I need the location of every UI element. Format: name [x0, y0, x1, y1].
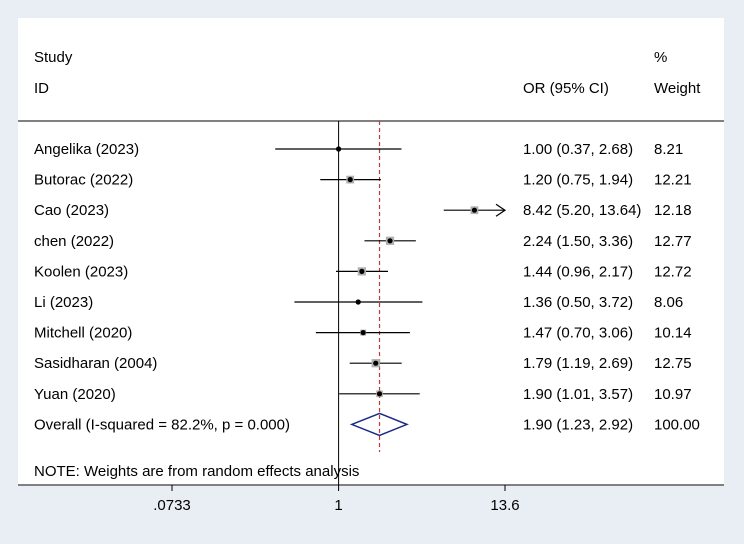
study-label: Butorac (2022) — [34, 172, 133, 189]
study-label: Sasidharan (2004) — [34, 355, 157, 372]
point-estimate — [373, 360, 379, 366]
weight-label: 8.06 — [654, 294, 683, 311]
point-estimate — [471, 207, 478, 213]
ci-arrow — [495, 203, 507, 217]
point-estimate — [387, 238, 393, 244]
x-tick-label: .0733 — [153, 497, 191, 514]
x-tick-label: 13.6 — [490, 497, 519, 514]
study-label: Angelika (2023) — [34, 141, 139, 158]
point-estimate — [359, 268, 365, 274]
study-label: Cao (2023) — [34, 202, 109, 219]
weight-label: 12.72 — [654, 263, 692, 280]
overall-or-ci-label: 1.90 (1.23, 2.92) — [523, 416, 633, 433]
point-estimate — [335, 146, 342, 152]
weight-label: 10.97 — [654, 386, 692, 403]
study-label: Li (2023) — [34, 294, 93, 311]
weight-label: 12.77 — [654, 233, 692, 250]
header-id: ID — [34, 80, 49, 97]
study-label: Yuan (2020) — [34, 386, 116, 403]
or-ci-label: 1.20 (0.75, 1.94) — [523, 172, 633, 189]
weight-label: 12.21 — [654, 172, 692, 189]
or-ci-label: 1.90 (1.01, 3.57) — [523, 386, 633, 403]
study-label: Koolen (2023) — [34, 263, 128, 280]
header-or: OR (95% CI) — [523, 80, 609, 97]
header-weight-pct: % — [654, 49, 667, 66]
point-estimate — [360, 330, 366, 336]
or-ci-label: 1.47 (0.70, 3.06) — [523, 325, 633, 342]
x-tick-label: 1 — [334, 497, 342, 514]
or-ci-label: 1.00 (0.37, 2.68) — [523, 141, 633, 158]
overall-label: Overall (I-squared = 82.2%, p = 0.000) — [34, 416, 290, 433]
point-estimate — [347, 177, 353, 183]
study-label: chen (2022) — [34, 233, 114, 250]
weight-label: 10.14 — [654, 325, 692, 342]
weight-label: 12.75 — [654, 355, 692, 372]
header-weight: Weight — [654, 80, 701, 97]
or-ci-label: 1.44 (0.96, 2.17) — [523, 263, 633, 280]
or-ci-label: 1.36 (0.50, 3.72) — [523, 294, 633, 311]
header-study: Study — [34, 49, 73, 66]
overall-weight-label: 100.00 — [654, 416, 700, 433]
weight-label: 12.18 — [654, 202, 692, 219]
point-estimate — [355, 299, 361, 305]
overall-diamond — [349, 412, 409, 437]
or-ci-label: 1.79 (1.19, 2.69) — [523, 355, 633, 372]
or-ci-label: 2.24 (1.50, 3.36) — [523, 233, 633, 250]
weight-label: 8.21 — [654, 141, 683, 158]
plot-area — [18, 18, 724, 486]
or-ci-label: 8.42 (5.20, 13.64) — [523, 202, 641, 219]
point-estimate — [376, 391, 383, 397]
note-text: NOTE: Weights are from random effects an… — [34, 463, 359, 480]
study-label: Mitchell (2020) — [34, 325, 132, 342]
